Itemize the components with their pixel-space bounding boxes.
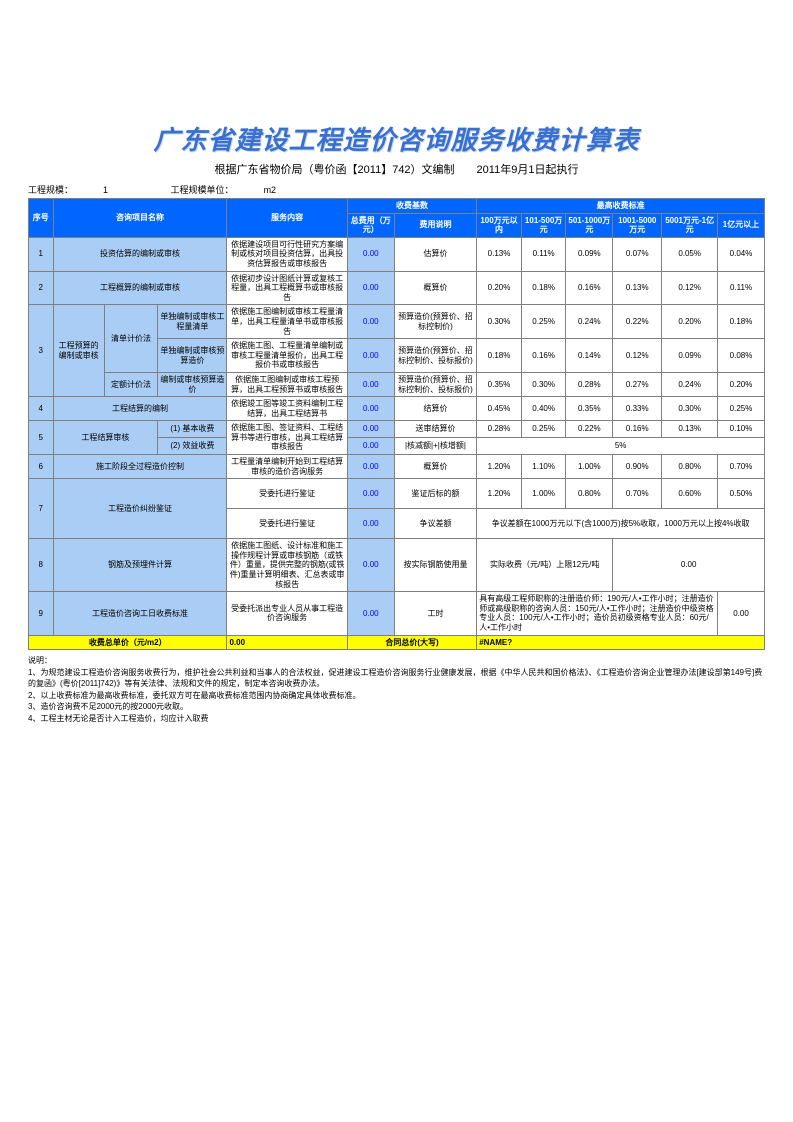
table-row: 1 投资估算的编制或审核 依据建设项目可行性研究方案编制或核对项目投资估算，出具… — [29, 237, 765, 271]
th-r2: 101-500万元 — [521, 213, 566, 237]
table-row: 3 工程预算的编制或审核 清单计价法 单独编制或审核工程量清单 依据施工图编制或… — [29, 305, 765, 339]
th-desc: 费用说明 — [394, 213, 477, 237]
total-row: 收费总单价（元/m2） 0.00 合同总价(大写) #NAME? — [29, 635, 765, 650]
th-r3: 501-1000万元 — [566, 213, 613, 237]
table-row: 4 工程结算的编制 依据竣工图等竣工资料编制工程结算，出具工程结算书 0.00 … — [29, 397, 765, 421]
page-title: 广东省建设工程造价咨询服务收费计算表 — [28, 120, 765, 157]
notes: 说明： 1、为规范建设工程造价咨询服务收费行为，维护社会公共利益和当事人的合法权… — [28, 656, 765, 725]
th-item: 咨询项目名称 — [53, 199, 227, 238]
table-row: 5 工程结算审核 (1) 基本收费 依据施工图、签证资料、工程结算书等进行审核，… — [29, 421, 765, 438]
th-service: 服务内容 — [227, 199, 347, 238]
table-row: 6 施工阶段全过程造价控制 工程量清单编制开始到工程结算审核的造价咨询服务 0.… — [29, 455, 765, 479]
table-row: 8 钢筋及预埋件计算 依据施工图纸、设计标准和施工操作规程计算或审核钢筋（或铁件… — [29, 539, 765, 592]
table-row: 7 工程造价纠纷鉴证 受委托进行鉴证 0.00 鉴证后标的额 1.20%1.00… — [29, 479, 765, 509]
th-r4: 1001-5000万元 — [613, 213, 662, 237]
meta-line: 工程规模：1 工程规模单位：m2 — [28, 183, 765, 196]
subtitle: 根据广东省物价局（粤价函【2011】742）文编制 2011年9月1日起执行 — [28, 161, 765, 177]
th-r5: 5001万元-1亿元 — [662, 213, 718, 237]
th-seq: 序号 — [29, 199, 54, 238]
th-maxstd: 最高收费标准 — [477, 199, 765, 214]
th-total: 总费用（万元） — [347, 213, 394, 237]
table-row: 9 工程造价咨询工日收费标准 受委托派出专业人员从事工程造价咨询服务 0.00 … — [29, 592, 765, 635]
fee-table: 序号 咨询项目名称 服务内容 收费基数 最高收费标准 总费用（万元） 费用说明 … — [28, 198, 765, 650]
table-row: 定额计价法 编制或审核预算造价 依据施工图编制或审核工程预算，出具工程预算书或审… — [29, 372, 765, 396]
table-row: 2 工程概算的编制或审核 依据初步设计图纸计算或复核工程量，出具工程概算书或审核… — [29, 271, 765, 305]
th-r6: 1亿元以上 — [718, 213, 765, 237]
th-feebase: 收费基数 — [347, 199, 476, 214]
th-r1: 100万元以内 — [477, 213, 522, 237]
